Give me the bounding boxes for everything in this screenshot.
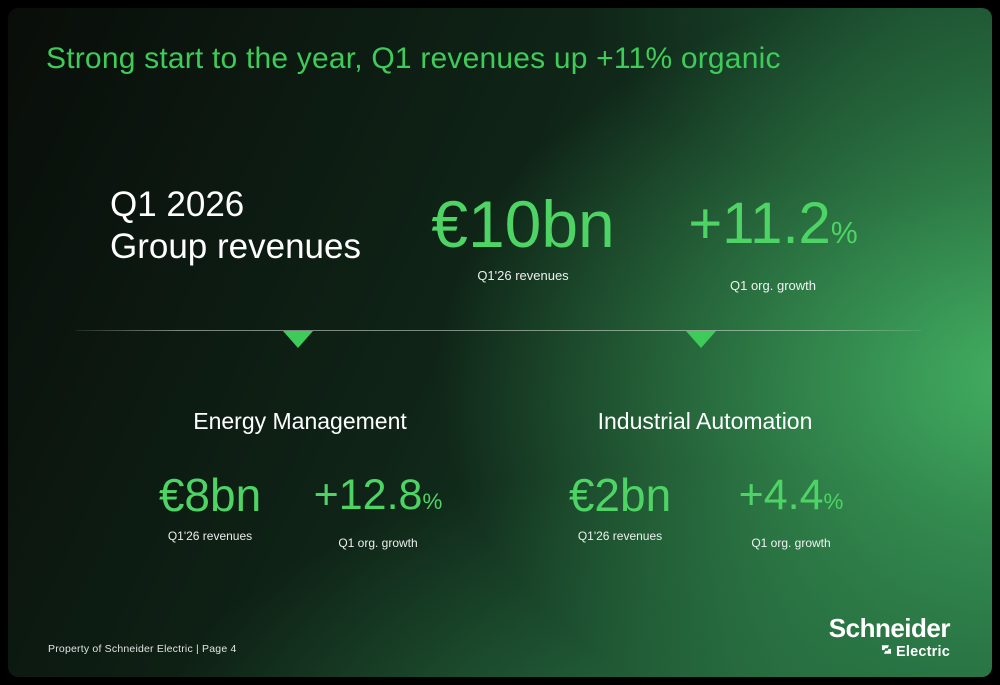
energy-management-growth-caption: Q1 org. growth xyxy=(338,536,418,550)
group-growth-caption: Q1 org. growth xyxy=(730,278,816,293)
group-label-line2: Group revenues xyxy=(110,227,361,266)
group-growth-stat: +11.2% Q1 org. growth xyxy=(673,186,873,293)
group-revenues-label: Q1 2026 Group revenues xyxy=(110,184,361,268)
industrial-automation-growth-unit: % xyxy=(823,489,844,514)
energy-management-revenue-caption: Q1'26 revenues xyxy=(167,529,253,543)
down-arrow-icon xyxy=(686,331,716,348)
group-revenue-stat: €10bn Q1'26 revenues xyxy=(428,186,618,283)
energy-management-growth-stat: +12.8% Q1 org. growth xyxy=(303,466,453,550)
down-arrow-icon xyxy=(283,331,313,348)
group-label-line1: Q1 2026 xyxy=(110,185,245,224)
group-revenue-value: €10bn xyxy=(431,187,615,261)
group-growth-unit: % xyxy=(830,217,858,250)
industrial-automation-growth-caption: Q1 org. growth xyxy=(751,536,831,550)
industrial-automation-revenue-stat: €2bn Q1'26 revenues xyxy=(550,466,690,543)
logo-brand-text: Schneider xyxy=(828,612,951,643)
segment-heading-industrial-automation: Industrial Automation xyxy=(597,408,813,434)
group-growth-value: +11.2% xyxy=(673,186,873,272)
energy-management-growth-number: +12.8 xyxy=(313,471,423,519)
presentation-slide: Strong start to the year, Q1 revenues up… xyxy=(8,8,992,677)
segment-heading-energy-management: Energy Management xyxy=(193,408,407,434)
industrial-automation-revenue-caption: Q1'26 revenues xyxy=(577,529,663,543)
industrial-automation-revenue-value: €2bn xyxy=(568,469,672,521)
group-growth-number: +11.2 xyxy=(688,191,831,256)
footer-text: Property of Schneider Electric | Page 4 xyxy=(48,643,237,655)
group-revenue-caption: Q1'26 revenues xyxy=(477,268,569,283)
industrial-automation-growth-number: +4.4 xyxy=(738,471,824,519)
energy-management-revenue-stat: €8bn Q1'26 revenues xyxy=(140,466,280,543)
energy-management-growth-value: +12.8% xyxy=(303,466,453,531)
divider-line xyxy=(76,330,921,331)
schneider-logo: Schneider Electric xyxy=(828,612,951,661)
energy-management-growth-unit: % xyxy=(422,489,443,514)
industrial-automation-growth-stat: +4.4% Q1 org. growth xyxy=(716,466,866,550)
logo-sub-text: Electric xyxy=(896,644,950,660)
energy-management-revenue-value: €8bn xyxy=(158,469,262,521)
schneider-emblem-icon xyxy=(880,643,893,661)
slide-title: Strong start to the year, Q1 revenues up… xyxy=(46,42,781,75)
industrial-automation-growth-value: +4.4% xyxy=(716,466,866,531)
